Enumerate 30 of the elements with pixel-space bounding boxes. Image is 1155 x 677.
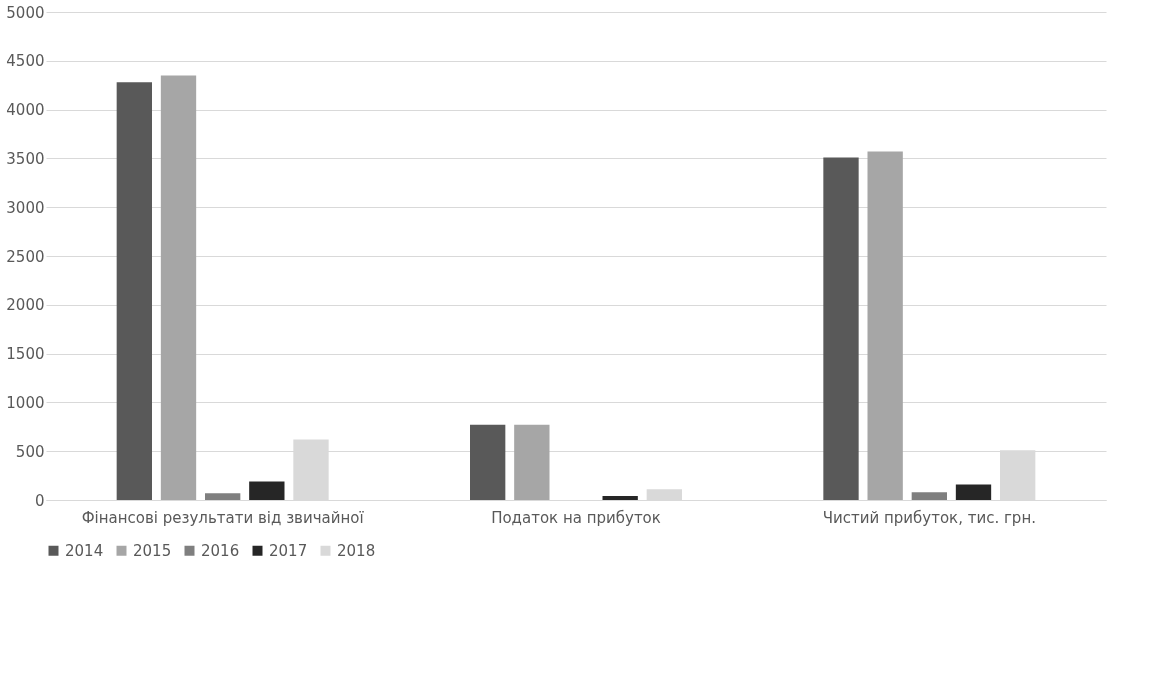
bar xyxy=(867,151,903,500)
bar xyxy=(160,75,197,500)
bar xyxy=(955,484,992,500)
x-tick-label: Фінансові результати від звичайної xyxy=(81,508,365,527)
bar xyxy=(823,157,859,500)
y-tick-label: 2000 xyxy=(6,296,45,315)
y-tick-label: 4000 xyxy=(6,101,45,120)
legend-label: 2017 xyxy=(269,541,308,560)
x-tick-label: Податок на прибуток xyxy=(491,508,661,527)
y-tick-label: 5000 xyxy=(6,3,45,22)
bar xyxy=(205,493,241,500)
bar xyxy=(249,481,285,500)
y-tick-label: 1500 xyxy=(6,345,45,364)
bar xyxy=(470,424,506,500)
legend-label: 2016 xyxy=(201,541,240,560)
y-tick-label: 500 xyxy=(15,442,45,461)
bar xyxy=(911,492,947,500)
bar xyxy=(116,82,152,500)
y-tick-label: 1000 xyxy=(6,393,45,412)
y-tick-label: 3000 xyxy=(6,198,45,217)
bar xyxy=(602,496,638,500)
legend-label: 2018 xyxy=(337,541,376,560)
legend-label: 2014 xyxy=(65,541,104,560)
y-tick-label: 0 xyxy=(34,491,45,510)
y-tick-label: 3500 xyxy=(6,149,45,168)
y-tick-label: 2500 xyxy=(6,247,45,266)
legend-label: 2015 xyxy=(133,541,172,560)
x-tick-label: Чистий прибуток, тис. грн. xyxy=(822,508,1036,527)
bar xyxy=(514,424,550,500)
y-tick-label: 4500 xyxy=(6,52,45,71)
